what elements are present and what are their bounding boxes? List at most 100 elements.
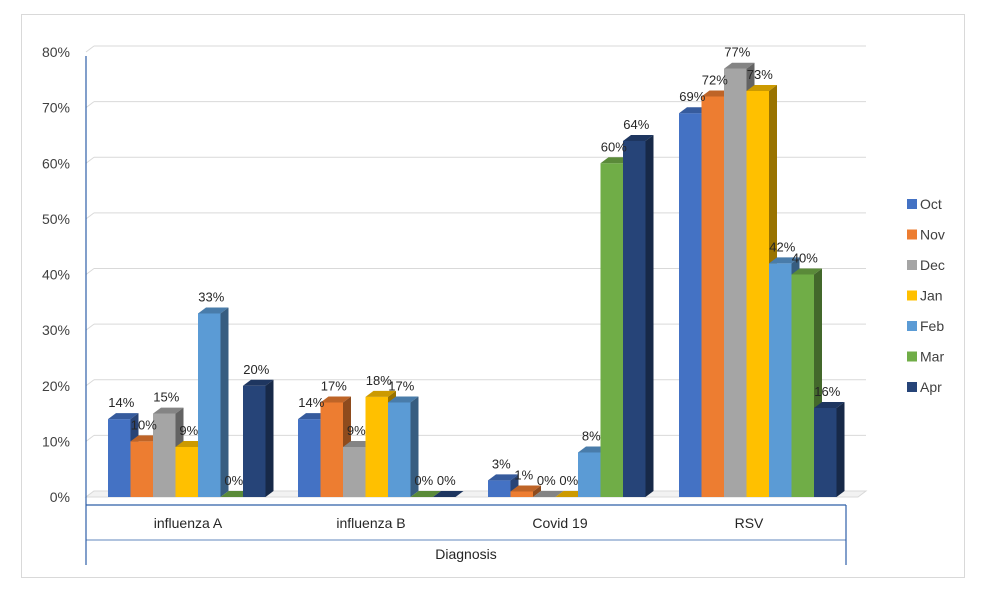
gridline-side (85, 101, 95, 109)
gridline-side (85, 434, 95, 442)
data-label: 42% (769, 239, 795, 254)
gridline-side (85, 323, 95, 331)
data-label: 3% (492, 456, 511, 471)
data-label: 15% (153, 390, 179, 405)
bar-top (108, 413, 139, 420)
legend-swatch (907, 290, 917, 301)
data-label: 10% (131, 417, 157, 432)
y-tick-label: 20% (42, 378, 70, 394)
bar-top (198, 307, 229, 314)
legend-swatch (907, 260, 917, 270)
y-tick-label: 60% (42, 155, 70, 171)
bar (198, 313, 221, 497)
data-label: 33% (198, 289, 224, 304)
chart-frame (21, 14, 965, 578)
y-tick-label: 30% (42, 322, 70, 338)
data-label: 40% (792, 251, 818, 266)
bar-top (724, 62, 755, 69)
data-label: 16% (814, 384, 840, 399)
y-tick-label: 70% (42, 100, 70, 116)
bar (243, 385, 266, 497)
data-label: 0% (559, 473, 578, 488)
legend-swatch (907, 351, 917, 362)
bar-top (769, 257, 800, 264)
data-label: 18% (366, 373, 392, 388)
data-label: 8% (582, 429, 601, 444)
data-label: 73% (747, 67, 773, 82)
data-label: 0% (414, 473, 433, 488)
data-label: 9% (179, 423, 198, 438)
legend-label: Oct (920, 196, 942, 212)
bar (108, 419, 131, 497)
bar (488, 480, 511, 497)
bar (578, 452, 601, 497)
bar-top (791, 268, 822, 275)
x-tick-label: RSV (735, 515, 764, 531)
bar-top (410, 491, 441, 497)
legend-label: Mar (920, 349, 944, 365)
data-label: 14% (108, 395, 134, 410)
y-tick-label: 40% (42, 267, 70, 283)
bar-top (623, 135, 654, 141)
gridline-side (85, 45, 95, 53)
data-labels: 14% 14% 3% 69% 10% 17% 1% 72% 15% 9% 0% 77% 9% 18% 0% 7… (108, 45, 840, 488)
legend-swatch (907, 382, 917, 392)
data-label: 9% (347, 423, 366, 438)
bar-top (243, 379, 274, 386)
bar-top (365, 390, 396, 397)
x-axis-title: Diagnosis (435, 546, 496, 562)
bar-side (220, 307, 229, 497)
data-label: 20% (243, 362, 269, 377)
bar (388, 402, 411, 497)
legend-swatch (907, 229, 917, 240)
bar-top (320, 396, 351, 403)
bar (130, 441, 153, 497)
bar (679, 113, 702, 497)
bar-top (510, 485, 541, 492)
data-label: 0% (224, 473, 243, 488)
gridline-side (85, 212, 95, 220)
bar-side (265, 379, 274, 497)
axes: 0% 10% 20% 30% 40% 50% 60% 70% 80% influenza A inf… (42, 44, 868, 565)
data-label: 14% (298, 395, 324, 410)
y-tick-label: 50% (42, 211, 70, 227)
legend-swatch (907, 199, 917, 209)
legend-label: Nov (920, 227, 945, 243)
bar-top (533, 491, 564, 497)
gridline-side (85, 379, 95, 387)
bar (701, 96, 724, 497)
y-tick-label: 10% (42, 433, 70, 449)
bar-top (153, 407, 184, 414)
bar-top (746, 84, 777, 91)
data-label: 72% (702, 73, 728, 88)
bar-top (433, 491, 464, 497)
bar (769, 263, 792, 497)
bar (600, 163, 623, 497)
gridline-side (85, 156, 95, 164)
bar (343, 446, 366, 497)
bars (108, 62, 845, 497)
data-label: 69% (679, 89, 705, 104)
data-label: 0% (437, 473, 456, 488)
bar (791, 274, 814, 497)
bar-top (388, 396, 419, 403)
legend-swatch (907, 321, 917, 331)
bar-top (814, 402, 845, 408)
data-label: 60% (601, 139, 627, 154)
x-tick-label: Covid 19 (532, 515, 587, 531)
data-label: 1% (514, 467, 533, 482)
data-label: 17% (321, 378, 347, 393)
bar (724, 68, 747, 497)
legend-label: Feb (920, 318, 944, 334)
bar (175, 446, 198, 497)
x-tick-label: influenza B (336, 515, 405, 531)
bar-side (836, 402, 845, 497)
bar (623, 141, 646, 497)
data-label: 64% (623, 117, 649, 132)
bar-side (410, 396, 419, 497)
x-tick-label: influenza A (154, 515, 223, 531)
bar (298, 419, 321, 497)
legend-label: Apr (920, 379, 942, 395)
bar (365, 396, 388, 497)
data-label: 77% (724, 45, 750, 60)
